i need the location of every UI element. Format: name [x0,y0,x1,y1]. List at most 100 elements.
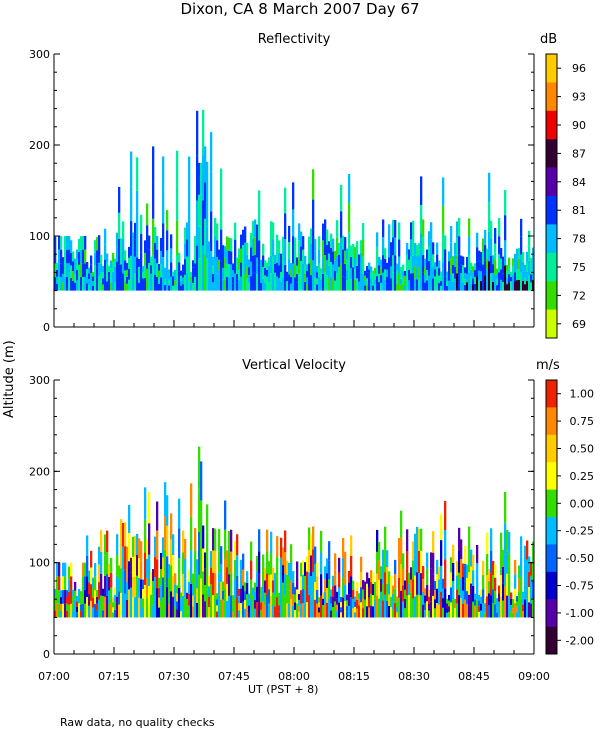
data-cell [382,255,385,273]
colorbar-label: 75 [572,261,586,274]
data-cell [330,276,333,291]
data-cell [76,249,79,260]
data-cell [220,229,223,261]
data-cell [234,222,237,240]
data-cell [62,576,65,591]
data-cell [322,592,325,599]
data-cell [128,246,131,258]
data-cell [396,607,399,613]
data-cell [516,269,519,281]
data-cell [528,556,531,572]
data-cell [100,573,103,596]
data-cell [374,267,377,274]
colorbar-swatch [546,139,557,168]
data-cell [454,598,457,604]
data-cell [436,266,439,279]
data-cell [428,596,431,604]
data-cell [134,556,137,577]
data-cell [260,594,263,603]
data-cell [254,237,257,256]
data-cell [464,279,467,285]
data-cell [292,182,295,210]
data-cell [248,593,251,600]
data-cell [508,257,511,266]
data-cell [484,603,487,608]
data-cell [344,601,347,618]
data-cell [250,560,253,580]
data-cell [490,238,493,256]
data-cell [440,565,443,592]
data-cell [476,276,479,291]
data-cell [200,500,203,540]
data-cell [456,575,459,590]
data-cell [384,594,387,618]
data-cell [122,256,125,274]
data-cell [254,600,257,609]
data-cell [486,269,489,281]
data-cell [62,265,65,274]
data-cell [500,532,503,554]
data-cell [200,461,203,501]
data-cell [308,236,311,251]
data-cell [530,266,533,275]
data-cell [408,595,411,607]
data-cell [504,554,507,587]
data-cell [378,541,381,561]
data-cell [316,576,319,591]
data-cell [162,189,165,224]
data-cell [218,249,221,260]
data-cell [166,210,169,231]
data-cell [108,271,111,279]
data-cell [72,589,75,597]
data-cell [490,528,493,551]
data-cell [440,591,443,618]
data-cell [386,550,389,568]
data-cell [358,263,361,273]
data-cell [198,489,201,533]
data-cell [264,568,267,581]
data-cell [274,263,277,273]
data-cell [280,597,283,618]
data-cell [242,244,245,261]
data-cell [104,555,107,576]
data-cell [206,560,209,590]
data-cell [194,527,197,551]
data-cell [400,564,403,591]
data-cell [356,241,359,254]
data-cell [450,258,453,275]
data-cell [288,274,291,291]
data-cell [122,570,125,594]
data-cell [376,232,379,247]
data-cell [418,551,421,574]
data-cell [68,566,71,580]
data-cell [220,546,223,564]
data-cell [226,600,229,618]
data-cell [132,232,135,248]
data-cell [382,566,385,584]
data-cell [316,562,319,577]
data-cell [522,591,525,599]
data-cell [140,598,143,618]
data-cell [306,284,309,291]
data-cell [130,572,133,588]
data-cell [140,214,143,234]
data-cell [366,272,369,279]
data-cell [238,248,241,259]
data-cell [110,602,113,618]
data-cell [438,604,441,618]
data-cell [76,601,79,607]
data-cell [280,253,283,263]
data-cell [358,281,361,291]
data-cell [352,589,355,600]
data-cell [520,576,523,598]
data-cell [404,275,407,281]
data-cell [336,591,339,599]
colorbar-swatch [546,167,557,197]
data-cell [112,281,115,291]
data-cell [432,242,435,255]
data-cell [270,238,273,256]
data-cell [278,252,281,266]
data-cell [56,590,59,604]
data-cell [360,265,363,278]
data-cell [270,574,273,596]
